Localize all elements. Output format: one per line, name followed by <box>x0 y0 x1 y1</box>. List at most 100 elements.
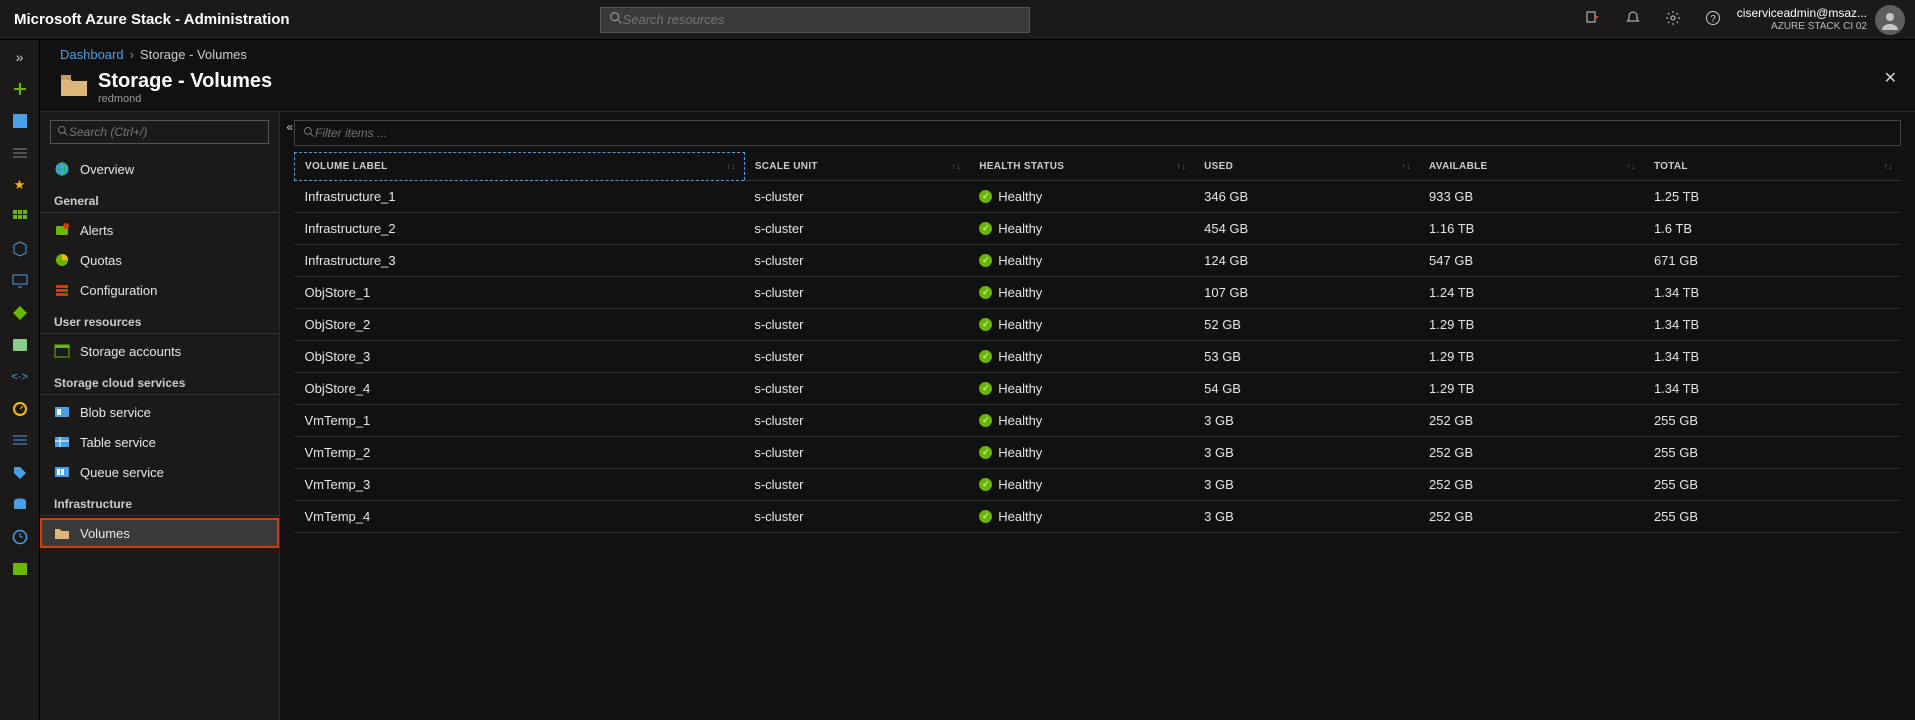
global-search[interactable] <box>600 7 1030 33</box>
notifications-icon[interactable] <box>1625 10 1641 29</box>
main-panel: VOLUME LABEL↑↓ SCALE UNIT↑↓ HEALTH STATU… <box>280 112 1915 720</box>
cell-used: 3 GB <box>1194 405 1419 437</box>
table-row[interactable]: VmTemp_4s-cluster✓Healthy3 GB252 GB255 G… <box>295 501 1902 533</box>
rail-add-icon[interactable] <box>11 80 29 98</box>
config-icon <box>54 282 70 298</box>
rail-list-icon[interactable] <box>11 144 29 162</box>
cell-used: 454 GB <box>1194 213 1419 245</box>
rail-dashboard-icon[interactable] <box>11 112 29 130</box>
close-button[interactable]: ✕ <box>1884 68 1897 88</box>
table-row[interactable]: Infrastructure_3s-cluster✓Healthy124 GB5… <box>295 245 1902 277</box>
cell-available: 252 GB <box>1419 469 1644 501</box>
sidebar-item-storage-accounts[interactable]: Storage accounts <box>40 336 279 366</box>
side-search[interactable] <box>50 120 269 144</box>
rail-list2-icon[interactable] <box>11 432 29 450</box>
cell-used: 52 GB <box>1194 309 1419 341</box>
table-row[interactable]: Infrastructure_2s-cluster✓Healthy454 GB1… <box>295 213 1902 245</box>
page-title: Storage - Volumes <box>98 70 272 93</box>
cell-used: 3 GB <box>1194 501 1419 533</box>
rail-cube-icon[interactable] <box>11 240 29 258</box>
rail-tag-icon[interactable] <box>11 464 29 482</box>
cell-volume: VmTemp_1 <box>295 405 745 437</box>
cell-health: ✓Healthy <box>969 181 1194 213</box>
directory-icon[interactable] <box>1585 10 1601 29</box>
help-icon[interactable]: ? <box>1705 10 1721 29</box>
rail-gauge-icon[interactable] <box>11 400 29 418</box>
cell-volume: Infrastructure_1 <box>295 181 745 213</box>
col-volume-label[interactable]: VOLUME LABEL↑↓ <box>295 153 745 181</box>
filter-input[interactable] <box>315 126 1892 140</box>
sidebar-item-queue-service[interactable]: Queue service <box>40 457 279 487</box>
cell-health: ✓Healthy <box>969 501 1194 533</box>
rail-monitor-icon[interactable] <box>11 272 29 290</box>
collapse-icon[interactable]: « <box>286 120 293 134</box>
sidebar-item-alerts[interactable]: Alerts <box>40 215 279 245</box>
cell-total: 1.34 TB <box>1644 309 1901 341</box>
filter-bar[interactable] <box>294 120 1901 146</box>
side-search-input[interactable] <box>69 125 262 139</box>
rail-green-icon[interactable] <box>11 560 29 578</box>
user-menu[interactable]: ciserviceadmin@msaz... AZURE STACK CI 02 <box>1737 5 1905 35</box>
cell-scale: s-cluster <box>744 245 969 277</box>
table-row[interactable]: ObjStore_3s-cluster✓Healthy53 GB1.29 TB1… <box>295 341 1902 373</box>
cell-scale: s-cluster <box>744 373 969 405</box>
sidebar-item-volumes[interactable]: Volumes <box>40 518 279 548</box>
rail-db-icon[interactable] <box>11 496 29 514</box>
breadcrumb-root[interactable]: Dashboard <box>60 47 124 62</box>
col-scale-unit[interactable]: SCALE UNIT↑↓ <box>744 153 969 181</box>
sidebar-item-label: Table service <box>80 435 156 450</box>
health-ok-icon: ✓ <box>979 446 992 459</box>
rail-code-icon[interactable]: <·> <box>11 368 29 386</box>
cell-scale: s-cluster <box>744 309 969 341</box>
cell-used: 3 GB <box>1194 437 1419 469</box>
cell-total: 255 GB <box>1644 469 1901 501</box>
sidebar-item-label: Overview <box>80 162 134 177</box>
sidebar-item-overview[interactable]: Overview <box>40 154 279 184</box>
rail-expand-icon[interactable]: » <box>11 48 29 66</box>
sort-icon: ↑↓ <box>1401 161 1411 171</box>
col-used[interactable]: USED↑↓ <box>1194 153 1419 181</box>
sidebar-item-table-service[interactable]: Table service <box>40 427 279 457</box>
table-row[interactable]: ObjStore_4s-cluster✓Healthy54 GB1.29 TB1… <box>295 373 1902 405</box>
cell-health: ✓Healthy <box>969 341 1194 373</box>
rail-grid-icon[interactable] <box>11 208 29 226</box>
table-row[interactable]: VmTemp_2s-cluster✓Healthy3 GB252 GB255 G… <box>295 437 1902 469</box>
breadcrumb: Dashboard › Storage - Volumes <box>40 40 1915 66</box>
table-row[interactable]: VmTemp_1s-cluster✓Healthy3 GB252 GB255 G… <box>295 405 1902 437</box>
table-row[interactable]: ObjStore_2s-cluster✓Healthy52 GB1.29 TB1… <box>295 309 1902 341</box>
avatar[interactable] <box>1875 5 1905 35</box>
rail-clock-icon[interactable] <box>11 528 29 546</box>
sidebar-item-configuration[interactable]: Configuration <box>40 275 279 305</box>
rail-star-icon[interactable]: ★ <box>11 176 29 194</box>
rail-storage-icon[interactable] <box>11 336 29 354</box>
cell-available: 547 GB <box>1419 245 1644 277</box>
settings-icon[interactable] <box>1665 10 1681 29</box>
cell-total: 1.34 TB <box>1644 277 1901 309</box>
cell-used: 54 GB <box>1194 373 1419 405</box>
cell-scale: s-cluster <box>744 405 969 437</box>
cell-total: 671 GB <box>1644 245 1901 277</box>
breadcrumb-sep: › <box>130 47 134 62</box>
global-search-input[interactable] <box>623 12 1021 27</box>
folder-icon <box>54 525 70 541</box>
health-ok-icon: ✓ <box>979 254 992 267</box>
search-icon <box>303 126 315 141</box>
queue-icon <box>54 464 70 480</box>
cell-health: ✓Healthy <box>969 245 1194 277</box>
sidebar-item-quotas[interactable]: Quotas <box>40 245 279 275</box>
table-row[interactable]: ObjStore_1s-cluster✓Healthy107 GB1.24 TB… <box>295 277 1902 309</box>
sidebar-item-blob-service[interactable]: Blob service <box>40 397 279 427</box>
cell-volume: Infrastructure_3 <box>295 245 745 277</box>
cell-available: 1.29 TB <box>1419 373 1644 405</box>
topbar: Microsoft Azure Stack - Administration ?… <box>0 0 1915 40</box>
rail-service-icon[interactable] <box>11 304 29 322</box>
col-total[interactable]: TOTAL↑↓ <box>1644 153 1901 181</box>
alert-icon <box>54 222 70 238</box>
col-health[interactable]: HEALTH STATUS↑↓ <box>969 153 1194 181</box>
table-row[interactable]: Infrastructure_1s-cluster✓Healthy346 GB9… <box>295 181 1902 213</box>
col-available[interactable]: AVAILABLE↑↓ <box>1419 153 1644 181</box>
cell-available: 1.29 TB <box>1419 309 1644 341</box>
cell-scale: s-cluster <box>744 277 969 309</box>
sort-icon: ↑↓ <box>1883 161 1893 171</box>
table-row[interactable]: VmTemp_3s-cluster✓Healthy3 GB252 GB255 G… <box>295 469 1902 501</box>
